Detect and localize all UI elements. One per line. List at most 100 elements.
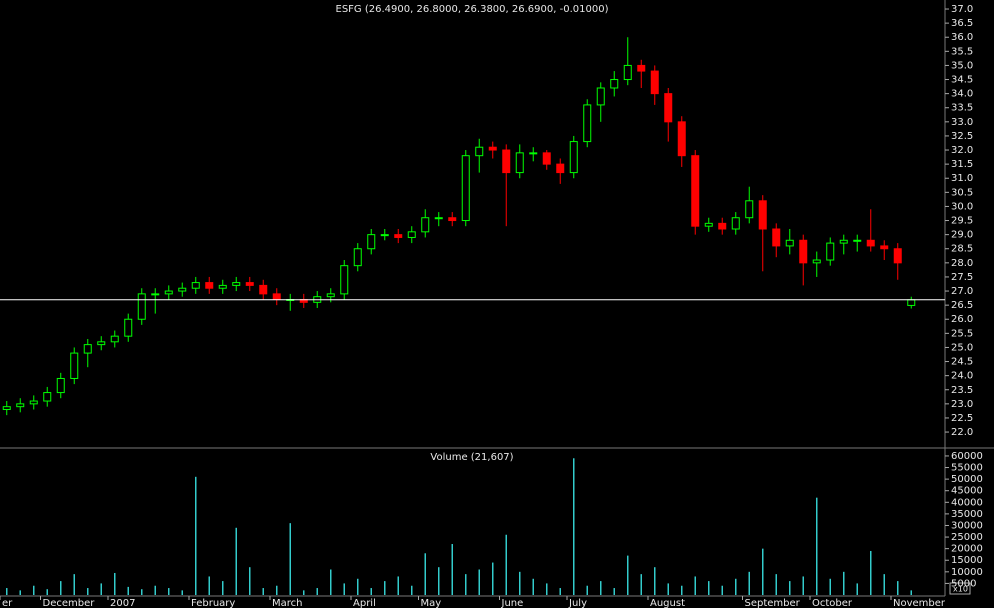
y-tick-label: 20000 [951, 544, 983, 555]
volume-bar [235, 527, 237, 595]
volume-bar [127, 586, 129, 595]
volume-bar [87, 588, 89, 595]
volume-bar [748, 571, 750, 595]
volume-bar [667, 583, 669, 595]
candle-body [691, 155, 700, 227]
candle-body [893, 248, 902, 264]
candle-body [623, 64, 632, 81]
volume-bar [573, 458, 575, 595]
candle-body [839, 239, 848, 244]
candle-body [448, 217, 457, 222]
volume-bar [762, 548, 764, 595]
candle-body [245, 282, 254, 286]
y-tick-label: 50000 [951, 474, 983, 485]
candle-body [677, 121, 686, 157]
candle-body [812, 259, 821, 264]
volume-bar [357, 578, 359, 595]
y-tick-label: 10000 [951, 567, 983, 578]
volume-bar [60, 581, 62, 595]
x-tick-label: April [353, 598, 376, 608]
y-tick-label: 31.5 [951, 159, 973, 170]
x-tick-label: November [893, 598, 946, 608]
y-tick-label: 45000 [951, 486, 983, 497]
x-tick-label: August [650, 598, 685, 608]
y-tick-label: 32.0 [951, 145, 973, 156]
y-tick-label: 28.0 [951, 258, 973, 269]
candle-body [826, 242, 835, 261]
y-tick-label: 29.5 [951, 216, 973, 227]
candle-body [178, 287, 187, 292]
candle-body [56, 377, 65, 394]
volume-bar [789, 581, 791, 595]
candle-body [542, 152, 551, 165]
y-tick-label: 40000 [951, 497, 983, 508]
y-tick-label: 31.0 [951, 173, 973, 184]
volume-bar [289, 523, 291, 595]
candle-body [326, 293, 335, 298]
candle-body [853, 239, 862, 242]
volume-bar [708, 581, 710, 595]
volume-bar [370, 588, 372, 595]
y-tick-label: 30000 [951, 520, 983, 531]
y-tick-label: 34.0 [951, 89, 973, 100]
x-tick-label: February [191, 598, 235, 608]
candle-body [259, 284, 268, 295]
candle-body [664, 93, 673, 123]
y-tick-label: 25.5 [951, 328, 973, 339]
x-tick-label: er [2, 598, 13, 608]
volume-bar [100, 583, 102, 595]
y-tick-label: 29.0 [951, 230, 973, 241]
candle-body [731, 217, 740, 230]
volume-bar [249, 567, 251, 595]
volume-bar [600, 581, 602, 595]
volume-bar [411, 585, 413, 595]
candle-body [191, 282, 200, 289]
volume-bar [910, 590, 912, 595]
candle-body [70, 352, 79, 379]
y-tick-label: 55000 [951, 463, 983, 474]
x-tick-label: October [812, 598, 853, 608]
y-tick-label: 36.0 [951, 32, 973, 43]
y-tick-label: 60000 [951, 451, 983, 462]
candle-body [745, 200, 754, 219]
y-tick-label: 22.5 [951, 413, 973, 424]
y-tick-label: 34.5 [951, 75, 973, 86]
candle-body [353, 248, 362, 267]
candle-body [907, 299, 916, 306]
volume-bar [546, 583, 548, 595]
y-tick-label: 24.5 [951, 357, 973, 368]
volume-bar [6, 588, 8, 595]
volume-bar [316, 588, 318, 595]
volume-bar [114, 572, 116, 595]
candle-body [569, 141, 578, 174]
volume-bar [681, 585, 683, 595]
candle-body [97, 341, 106, 346]
volume-bar [451, 544, 453, 595]
y-tick-label: 26.5 [951, 300, 973, 311]
candle-body [758, 200, 767, 230]
x-tick-label: 2007 [110, 598, 135, 608]
candle-body [515, 152, 524, 174]
candle-body [880, 245, 889, 250]
volume-bar [168, 588, 170, 595]
volume-bar [438, 567, 440, 595]
volume-bar [586, 585, 588, 595]
volume-title: Volume (21,607) [430, 452, 513, 463]
volume-bar [532, 578, 534, 595]
y-tick-label: 22.0 [951, 427, 973, 438]
candle-body [866, 239, 875, 247]
y-tick-label: 35000 [951, 509, 983, 520]
x-tick-label: July [568, 598, 587, 608]
candle-body [434, 217, 443, 220]
volume-bar [856, 583, 858, 595]
y-tick-label: 25.0 [951, 342, 973, 353]
volume-bar [208, 576, 210, 595]
candle-body [232, 282, 241, 286]
volume-bar [384, 581, 386, 595]
volume-bar [897, 581, 899, 595]
y-tick-label: 23.5 [951, 385, 973, 396]
x-tick-label: March [272, 598, 302, 608]
candle-body [407, 231, 416, 238]
y-tick-label: 30.5 [951, 187, 973, 198]
